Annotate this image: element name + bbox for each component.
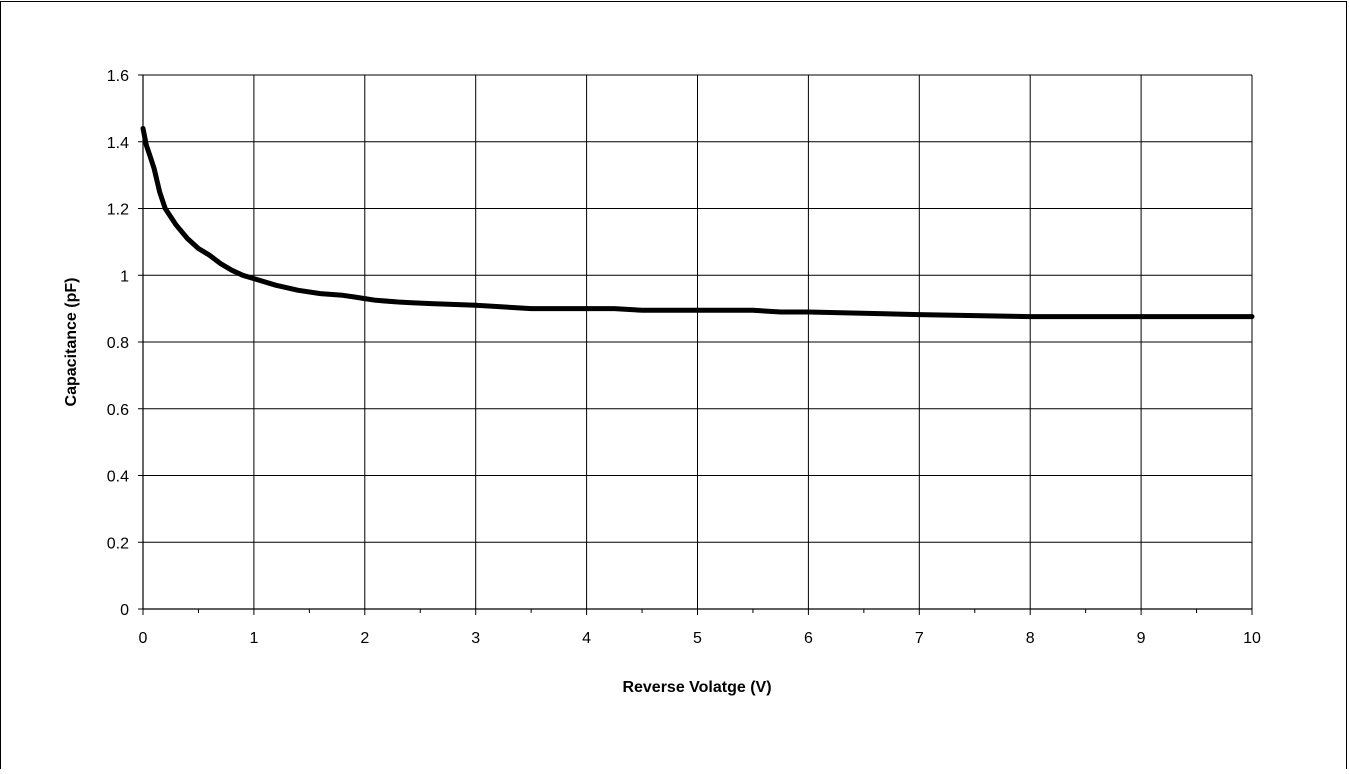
- x-tick-label: 10: [1243, 630, 1261, 647]
- x-tick-label: 1: [249, 630, 258, 647]
- x-tick-label: 7: [915, 630, 924, 647]
- x-axis-title: Reverse Volatge (V): [622, 679, 771, 696]
- tick-labels: 0 1 2 3 4 5 6 7 8 9 10 0 0.2 0.4 0.6 0.8 1 1.2 1.4 1.6: [107, 68, 1261, 647]
- x-tick-label: 2: [360, 630, 369, 647]
- y-tick-label: 0.8: [107, 335, 129, 352]
- y-tick-label: 0.6: [107, 402, 129, 419]
- y-tick-label: 1.4: [107, 135, 129, 152]
- y-tick-label: 0.4: [107, 469, 129, 486]
- x-tick-label: 3: [471, 630, 480, 647]
- y-tick-label: 1.6: [107, 68, 129, 85]
- x-tick-label: 6: [804, 630, 813, 647]
- capacitance-series-line: [140, 125, 1255, 320]
- y-tick-label: 0.2: [107, 535, 129, 552]
- x-tick-label: 9: [1137, 630, 1146, 647]
- gridlines: [143, 74, 1253, 609]
- axes: [138, 74, 1253, 615]
- series-layer: [140, 125, 1255, 320]
- x-tick-label: 0: [139, 630, 148, 647]
- y-tick-label: 0: [120, 602, 129, 619]
- x-tick-label: 8: [1026, 630, 1035, 647]
- y-axis-title: Capacitance (pF): [63, 278, 80, 407]
- y-tick-label: 1.2: [107, 202, 129, 219]
- x-tick-label: 5: [693, 630, 702, 647]
- x-tick-label: 4: [582, 630, 591, 647]
- y-tick-label: 1: [120, 268, 129, 285]
